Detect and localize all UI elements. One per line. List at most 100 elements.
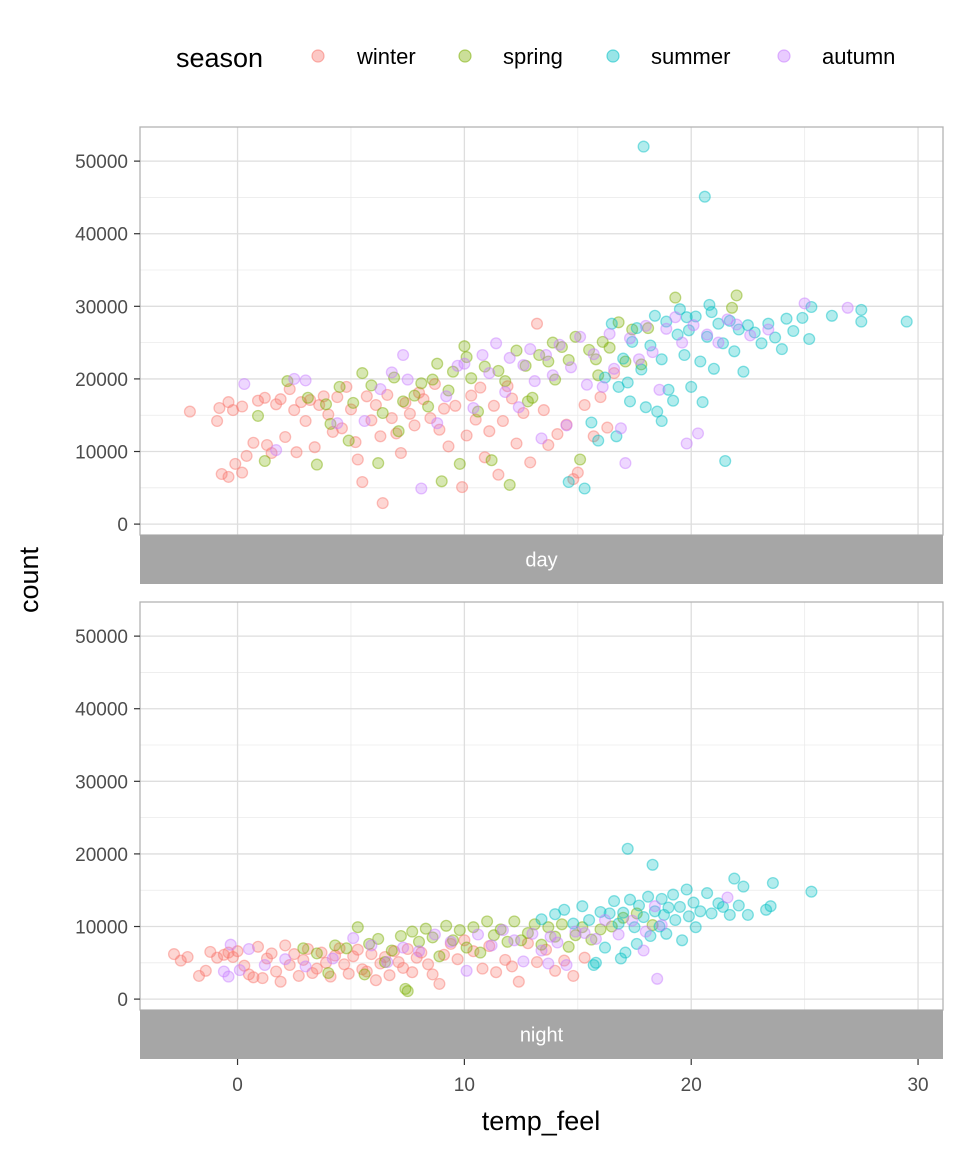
data-point-summer xyxy=(605,317,618,330)
data-point-autumn xyxy=(632,353,646,366)
data-point-spring xyxy=(503,478,516,491)
data-point-winter xyxy=(433,423,446,436)
data-point-winter xyxy=(510,437,523,450)
data-point-winter xyxy=(242,968,255,981)
data-point-spring xyxy=(297,942,310,955)
data-point-spring xyxy=(310,947,323,960)
data-point-spring xyxy=(394,929,407,943)
data-point-summer xyxy=(558,903,571,916)
data-point-autumn xyxy=(483,367,496,380)
y-tick-label: 40000 xyxy=(75,225,128,246)
data-point-spring xyxy=(585,933,598,946)
data-point-winter xyxy=(308,441,321,454)
legend-label-winter: winter xyxy=(356,44,416,69)
data-point-spring xyxy=(347,396,360,409)
data-point-spring xyxy=(426,931,439,944)
points-night xyxy=(167,842,818,998)
data-point-winter xyxy=(274,975,287,988)
data-point-winter xyxy=(351,453,364,466)
data-point-autumn xyxy=(460,964,473,977)
data-point-winter xyxy=(451,953,464,966)
data-point-spring xyxy=(501,935,514,948)
data-point-autumn xyxy=(569,925,582,938)
data-point-summer xyxy=(669,913,682,927)
data-point-spring xyxy=(301,391,314,404)
data-point-summer xyxy=(712,317,725,330)
data-point-autumn xyxy=(279,953,292,966)
data-point-winter xyxy=(283,383,296,396)
data-point-spring xyxy=(487,929,500,942)
data-point-summer xyxy=(682,324,695,337)
data-point-summer xyxy=(689,310,702,323)
data-point-autumn xyxy=(412,945,426,958)
data-point-spring xyxy=(646,919,659,932)
data-point-summer xyxy=(716,337,730,350)
data-point-autumn xyxy=(608,362,621,375)
facet-strip-label: day xyxy=(525,550,557,572)
data-point-winter xyxy=(374,957,387,970)
data-point-winter xyxy=(567,473,580,486)
data-point-summer xyxy=(637,140,650,153)
data-point-winter xyxy=(422,958,435,971)
data-point-spring xyxy=(725,301,739,314)
data-point-autumn xyxy=(535,432,548,445)
data-point-spring xyxy=(378,956,392,969)
data-point-autumn xyxy=(299,960,312,973)
data-point-spring xyxy=(465,372,478,385)
data-point-autumn xyxy=(603,327,616,340)
data-point-spring xyxy=(730,289,743,302)
data-point-autumn xyxy=(798,297,811,310)
data-point-spring xyxy=(510,344,523,357)
data-point-autumn xyxy=(598,913,612,927)
data-point-winter xyxy=(279,430,292,444)
data-point-spring xyxy=(376,406,389,420)
data-point-winter xyxy=(301,942,314,956)
data-point-winter xyxy=(542,438,555,452)
data-point-winter xyxy=(521,937,534,950)
data-point-autumn xyxy=(841,301,854,314)
data-point-winter xyxy=(608,367,621,380)
data-point-summer xyxy=(598,371,612,384)
data-point-summer xyxy=(671,328,684,341)
data-point-summer xyxy=(623,893,637,906)
data-point-autumn xyxy=(485,939,498,952)
data-point-winter xyxy=(483,940,496,953)
data-point-winter xyxy=(449,399,462,412)
data-point-winter xyxy=(501,380,514,393)
data-point-winter xyxy=(458,934,471,947)
data-point-autumn xyxy=(476,348,489,362)
y-tick-label: 10000 xyxy=(75,918,128,939)
legend-key-autumn xyxy=(777,49,791,63)
data-point-winter xyxy=(260,952,274,965)
data-point-summer xyxy=(626,335,639,348)
data-point-summer xyxy=(644,929,657,943)
data-point-summer xyxy=(637,911,650,924)
data-point-winter xyxy=(474,381,487,394)
data-point-spring xyxy=(322,966,335,980)
data-point-winter xyxy=(295,396,308,409)
legend-items: winter spring summer autumn xyxy=(311,44,895,69)
data-point-autumn xyxy=(623,332,637,345)
data-point-summer xyxy=(594,905,607,919)
data-point-summer xyxy=(701,330,714,343)
data-point-autumn xyxy=(626,914,639,927)
data-point-summer xyxy=(796,311,809,324)
data-point-winter xyxy=(376,497,389,510)
data-point-summer xyxy=(651,405,664,418)
data-point-autumn xyxy=(721,313,734,326)
data-point-winter xyxy=(406,966,419,979)
data-point-winter xyxy=(428,377,441,391)
data-point-spring xyxy=(435,475,448,488)
y-tick-label: 40000 xyxy=(75,700,128,721)
data-point-winter xyxy=(238,959,251,972)
data-point-spring xyxy=(392,425,405,438)
data-point-summer xyxy=(578,482,591,495)
points-day xyxy=(183,140,913,510)
data-point-summer xyxy=(680,311,693,324)
data-point-summer xyxy=(632,899,646,912)
data-point-autumn xyxy=(637,944,650,957)
data-point-summer xyxy=(612,917,625,930)
data-point-autumn xyxy=(614,422,627,435)
data-point-summer xyxy=(614,952,627,965)
data-point-summer xyxy=(737,880,750,893)
